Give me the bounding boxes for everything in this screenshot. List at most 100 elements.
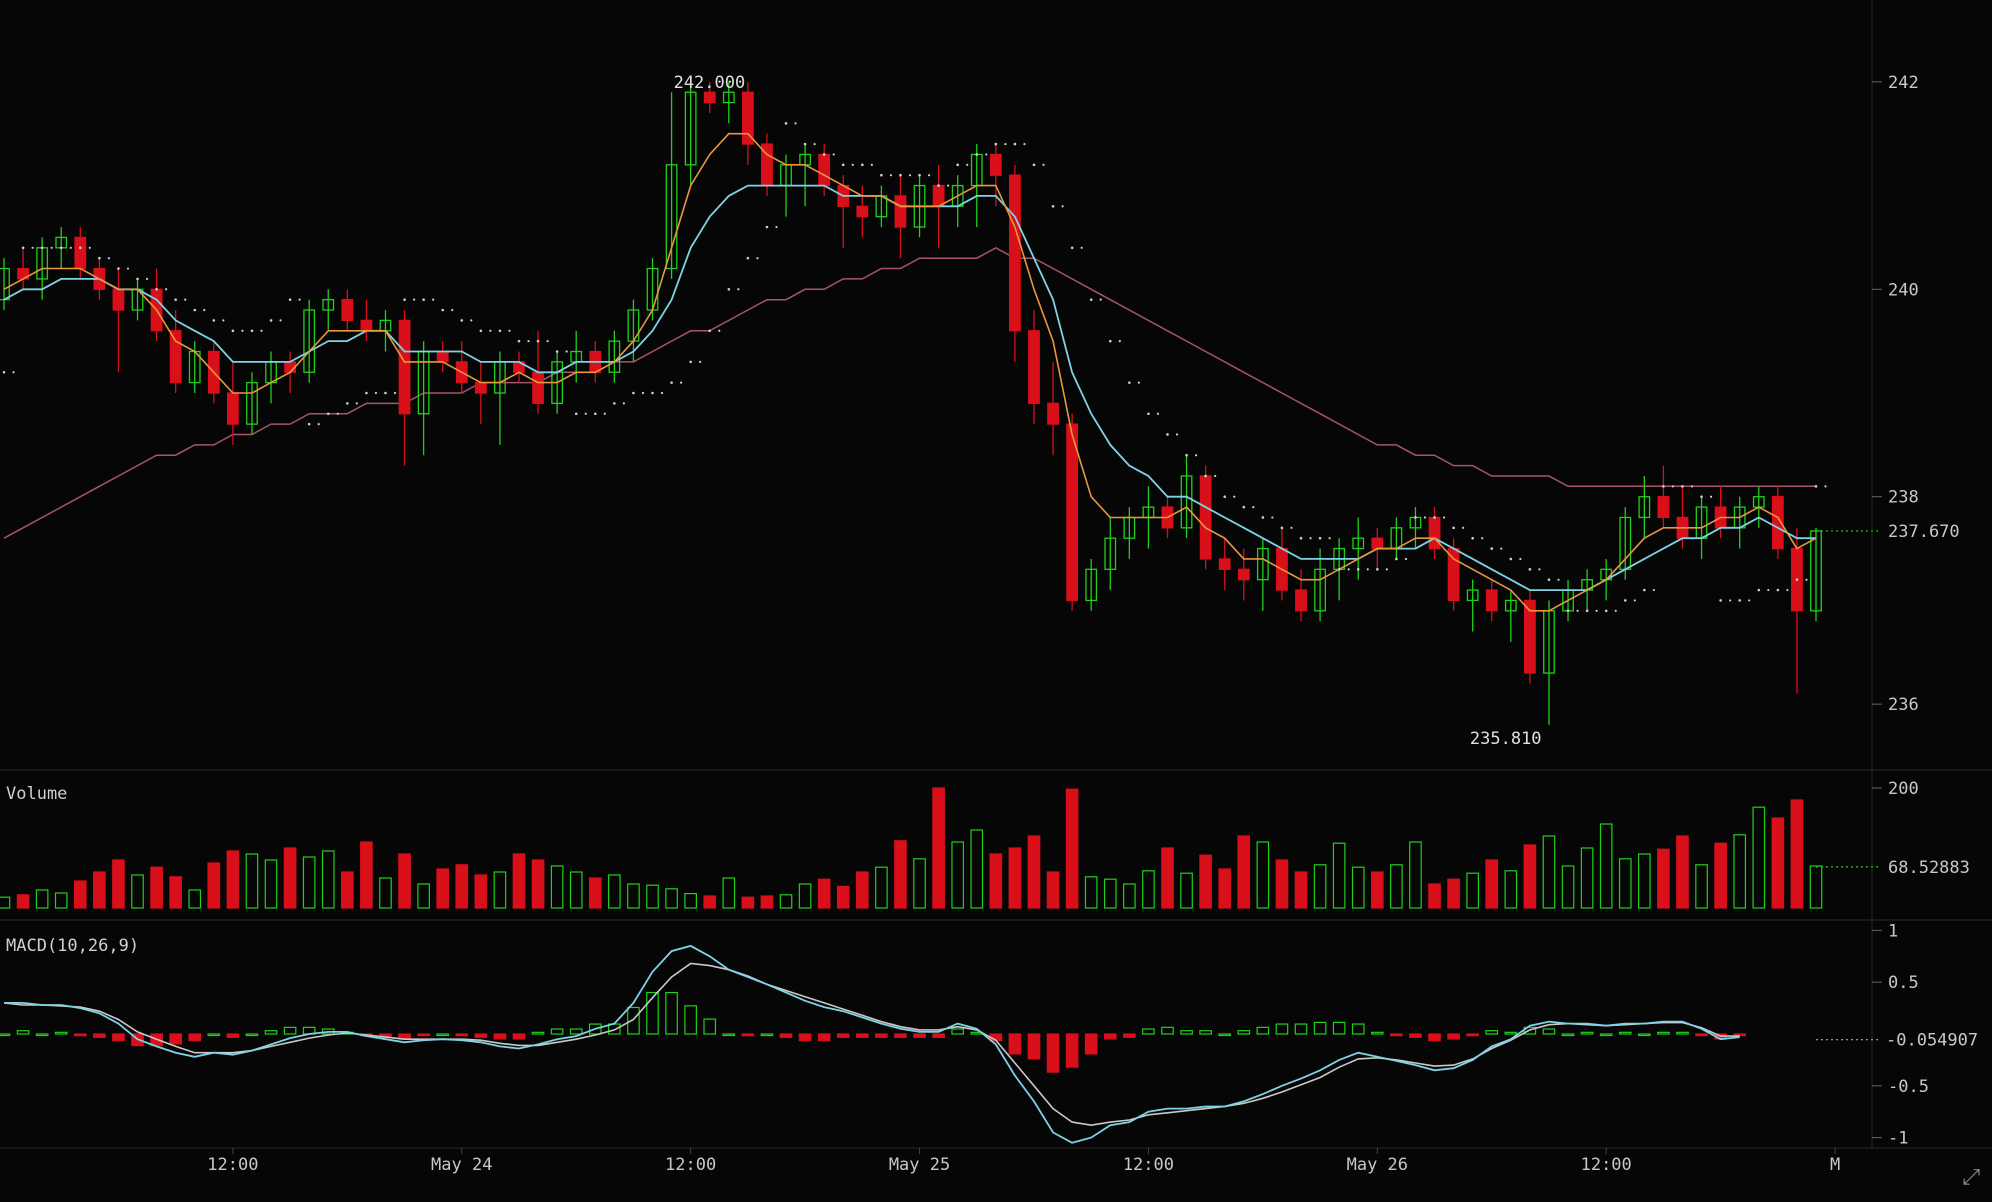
candle-down <box>932 184 945 207</box>
candle-down <box>398 319 411 415</box>
sar-dot <box>1290 526 1293 529</box>
volume-bar <box>798 883 812 909</box>
sar-dot <box>1757 588 1761 592</box>
macd-histogram-bar <box>169 1033 182 1045</box>
sar-dot <box>870 163 873 166</box>
sar-dot <box>1442 516 1446 519</box>
sar-dot <box>1471 536 1474 540</box>
macd-tick-label: -1 <box>1888 1129 1908 1149</box>
sar-dot <box>737 288 740 291</box>
volume-bar <box>1275 859 1289 909</box>
macd-histogram-bar <box>1485 1030 1499 1035</box>
macd-histogram-bar <box>0 1033 11 1037</box>
ema-fast-line <box>3 132 1817 612</box>
macd-histogram-bar <box>1218 1033 1232 1037</box>
volume-tick-label: 200 <box>1888 779 1919 799</box>
macd-zero-label: -0.054907 <box>1886 1031 1978 1051</box>
volume-bar <box>1180 872 1193 909</box>
sar-dot <box>861 163 864 167</box>
volume-bar <box>35 889 49 909</box>
macd-histogram-bar <box>283 1026 297 1035</box>
high-label: 242.000 <box>674 73 746 93</box>
sar-dot <box>326 412 330 416</box>
macd-histogram-bar <box>1294 1023 1308 1035</box>
sar-dot <box>1805 578 1808 581</box>
sar-dot <box>403 298 406 301</box>
sar-dot <box>307 422 311 426</box>
sar-dot <box>1195 454 1198 457</box>
sar-dot <box>651 391 654 395</box>
macd-histogram-bar <box>894 1033 907 1038</box>
macd-signal-line <box>3 962 1740 1127</box>
sar-dot <box>1500 547 1503 550</box>
candle-down <box>1657 496 1670 519</box>
sar-dot <box>899 173 902 177</box>
sar-dot <box>1376 568 1379 571</box>
sar-dot <box>1414 516 1417 519</box>
sar-dot <box>1108 339 1112 343</box>
expand-icon[interactable]: ⤢ <box>1962 1165 1980 1190</box>
volume-bar <box>836 885 850 909</box>
volume-bar <box>1504 870 1518 909</box>
sar-dot <box>1776 588 1780 592</box>
sar-dot <box>536 339 540 343</box>
volume-bar <box>569 871 583 909</box>
sar-dot <box>1042 163 1045 166</box>
candle-down <box>169 330 182 384</box>
candle-down <box>284 361 297 373</box>
macd-histogram-bar <box>1275 1023 1289 1035</box>
sar-dot <box>126 267 130 270</box>
volume-bar <box>264 859 278 909</box>
macd-histogram-bar <box>112 1033 125 1042</box>
macd-histogram-bar <box>1256 1026 1270 1035</box>
volume-bar <box>588 877 602 909</box>
sar-dot <box>574 412 578 416</box>
last-price-label: 237.670 <box>1888 522 1960 542</box>
volume-bar <box>817 878 831 909</box>
sar-dot <box>1690 485 1694 488</box>
sar-dot <box>746 256 750 260</box>
macd-histogram-bar <box>913 1033 926 1038</box>
volume-bar <box>1485 859 1499 909</box>
macd-histogram-bar <box>627 1006 640 1035</box>
macd-histogram-bar <box>798 1033 812 1042</box>
sar-dot <box>613 402 616 405</box>
macd-histogram-bar <box>1390 1033 1403 1037</box>
sar-dot <box>756 257 759 260</box>
sar-dot <box>956 163 959 167</box>
volume-bar <box>1561 865 1575 909</box>
macd-histogram-bar <box>588 1023 602 1035</box>
sar-dot <box>69 246 72 249</box>
volume-bar <box>646 884 659 909</box>
sar-dot <box>2 370 6 374</box>
sar-dot <box>1271 516 1274 519</box>
sar-dot <box>727 287 731 291</box>
sar-dot <box>1557 578 1560 581</box>
volume-bar <box>875 866 888 909</box>
macd-histogram-bar <box>665 991 678 1035</box>
candle-down <box>1066 423 1079 602</box>
sar-dot <box>708 329 712 333</box>
candle-up <box>1314 568 1326 612</box>
volume-bar <box>1084 876 1098 909</box>
macd-histogram-bar <box>1370 1031 1384 1035</box>
macd-histogram-bar <box>1084 1033 1098 1055</box>
macd-histogram-bar <box>1351 1023 1365 1035</box>
sar-dot <box>680 381 683 384</box>
sar-dot <box>555 350 559 353</box>
volume-bar <box>1409 841 1422 909</box>
sar-dot <box>489 329 492 332</box>
macd-histogram-bar <box>54 1031 68 1035</box>
sar-dot <box>1490 547 1494 550</box>
candle-down <box>1009 174 1021 332</box>
sar-dot <box>59 246 63 250</box>
volume-bar <box>913 858 926 909</box>
macd-histogram-bar <box>1199 1030 1212 1035</box>
sar-dot <box>1671 485 1675 488</box>
sar-dot <box>1528 568 1532 571</box>
volume-bar <box>1065 788 1079 909</box>
sar-dot <box>222 319 225 322</box>
volume-bar <box>493 871 507 909</box>
sar-dot <box>1614 609 1617 612</box>
